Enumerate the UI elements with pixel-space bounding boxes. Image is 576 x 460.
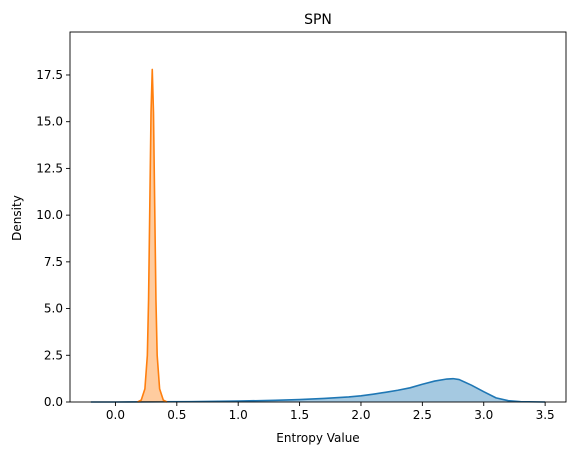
y-tick-label: 15.0 xyxy=(36,115,63,129)
x-tick-label: 3.5 xyxy=(536,408,555,422)
series-1-line xyxy=(137,68,168,403)
y-tick-label: 17.5 xyxy=(36,68,63,82)
x-tick-label: 1.5 xyxy=(290,408,309,422)
y-tick-label: 2.5 xyxy=(44,348,63,362)
x-tick-label: 1.0 xyxy=(229,408,248,422)
y-tick-label: 0.0 xyxy=(44,395,63,409)
chart-title: SPN xyxy=(304,12,332,28)
y-tick-label: 12.5 xyxy=(36,161,63,175)
y-axis-label: Density xyxy=(10,195,24,241)
x-tick-label: 2.5 xyxy=(413,408,432,422)
x-tick-label: 2.0 xyxy=(351,408,370,422)
series-0-line xyxy=(90,377,546,403)
y-tick-label: 5.0 xyxy=(44,302,63,316)
series-0-area xyxy=(90,378,546,402)
x-tick-label: 0.5 xyxy=(167,408,186,422)
x-tick-label: 0.0 xyxy=(106,408,125,422)
x-tick-label: 3.0 xyxy=(474,408,493,422)
x-axis-label: Entropy Value xyxy=(276,431,359,445)
plot-frame xyxy=(69,31,567,403)
y-tick-label: 7.5 xyxy=(44,255,63,269)
y-tick-label: 10.0 xyxy=(36,208,63,222)
series-1-area xyxy=(137,69,167,403)
series-layer xyxy=(90,68,546,403)
axes-layer: 0.0 0.5 1.0 1.5 2.0 2.5 3.0 3.5 0.0 2.5 5.0 7.5 10.0… xyxy=(36,31,567,422)
